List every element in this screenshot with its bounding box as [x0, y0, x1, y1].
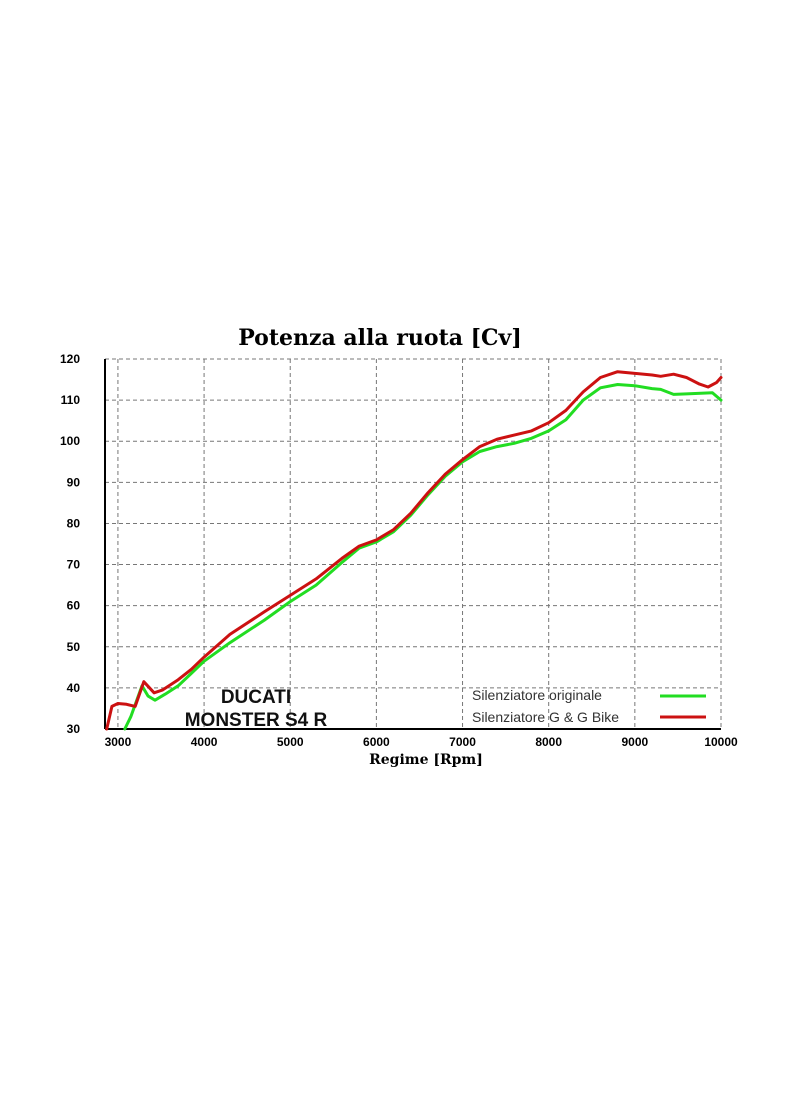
y-tick-label: 50 [67, 640, 81, 654]
y-tick-label: 70 [67, 558, 81, 572]
y-tick-label: 40 [67, 681, 81, 695]
chart-title: Potenza alla ruota [Cv] [238, 325, 522, 351]
series-layer [105, 370, 723, 731]
legend: Silenziatore originale Silenziatore G & … [472, 687, 706, 725]
legend-label-gg-bike: Silenziatore G & G Bike [472, 709, 619, 725]
x-tick-label: 4000 [191, 735, 218, 749]
y-tick-label: 100 [60, 434, 80, 448]
series-line-0 [123, 383, 723, 731]
tick-layer: 30 40 50 60 70 80 90 100 110 120 3000 4000 5000 6000 7… [60, 352, 738, 749]
x-tick-label: 7000 [449, 735, 476, 749]
y-tick-label: 120 [60, 352, 80, 366]
legend-label-original: Silenziatore originale [472, 687, 602, 703]
x-tick-label: 3000 [105, 735, 132, 749]
y-tick-label: 80 [67, 516, 81, 530]
y-tick-label: 60 [67, 599, 81, 613]
x-tick-label: 8000 [535, 735, 562, 749]
x-axis-label: Regime [Rpm] [369, 752, 483, 768]
y-tick-label: 30 [67, 722, 81, 736]
series-line-1 [105, 370, 723, 731]
grid-layer [105, 358, 722, 729]
x-tick-label: 10000 [704, 735, 738, 749]
annotation-line-2: MONSTER S4 R [185, 710, 328, 731]
x-tick-label: 5000 [277, 735, 304, 749]
y-tick-label: 90 [67, 475, 81, 489]
x-tick-label: 6000 [363, 735, 390, 749]
y-tick-label: 110 [61, 393, 81, 407]
annotation-line-1: DUCATI [221, 687, 291, 708]
x-tick-label: 9000 [621, 735, 648, 749]
